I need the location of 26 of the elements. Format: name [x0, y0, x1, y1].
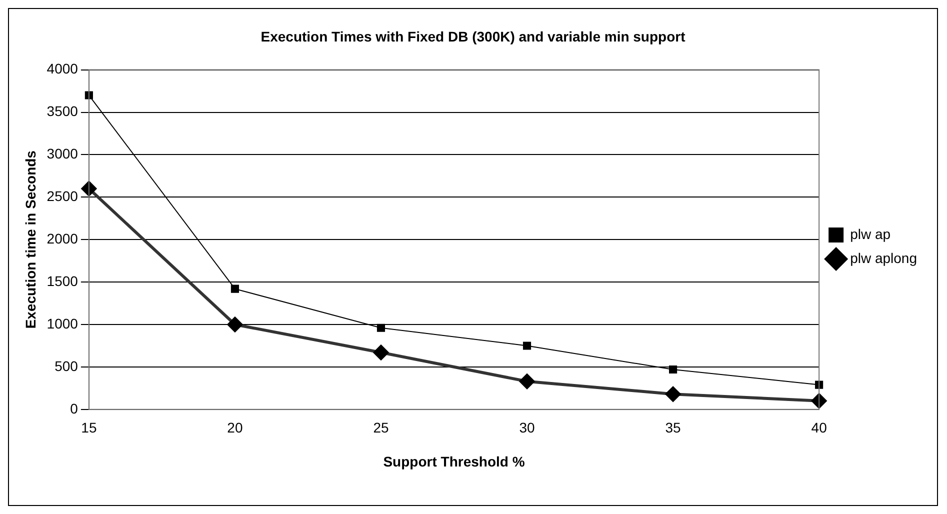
legend-label: plw ap: [850, 226, 891, 242]
y-tick-label: 3500: [46, 103, 78, 120]
x-tick-label: 15: [81, 420, 97, 436]
y-tick-label: 1000: [46, 315, 78, 332]
y-tick-label: 2000: [46, 230, 78, 246]
x-axis-title: Support Threshold %: [383, 453, 526, 470]
x-tick-label: 30: [519, 420, 536, 436]
point: [522, 342, 532, 350]
point: [376, 324, 386, 332]
y-tick-label: 500: [54, 358, 78, 374]
point: [669, 365, 678, 374]
point: [815, 380, 824, 389]
x-tick-label: 25: [373, 420, 389, 436]
x-tick-label: 20: [227, 420, 243, 436]
y-tick-label: 3000: [46, 146, 78, 162]
y-tick-label: 0: [70, 400, 78, 416]
chart-title: Execution Times with Fixed DB (300K) and variable min support: [260, 28, 686, 44]
y-tick-label: 1500: [46, 272, 78, 289]
y-tick-label: 2500: [46, 188, 78, 204]
y-axis-title: Execution time in Seconds: [22, 150, 38, 329]
point: [84, 91, 93, 100]
x-tick-label: 35: [665, 420, 682, 436]
point: [230, 284, 240, 293]
x-tick-label: 40: [811, 420, 828, 436]
y-tick-label: 4000: [46, 60, 78, 77]
legend-label: plw aplong: [850, 250, 917, 266]
